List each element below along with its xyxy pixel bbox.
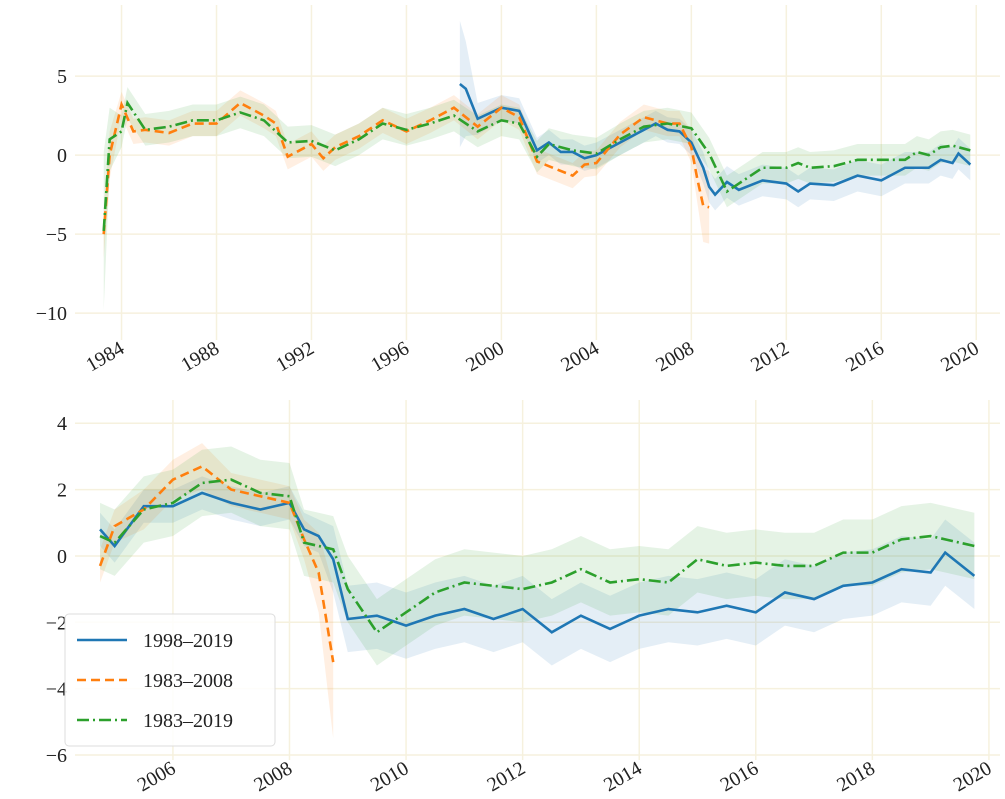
x-tick-label: 2010	[367, 757, 413, 796]
x-tick-label: 2020	[937, 337, 983, 376]
series-line	[459, 82, 972, 197]
x-tick-label: 2016	[842, 337, 888, 376]
confidence-band	[103, 87, 971, 310]
confidence-band	[100, 476, 975, 666]
x-tick-label: 2006	[134, 757, 180, 796]
legend-box	[64, 613, 276, 747]
x-tick-label: 2008	[652, 337, 698, 376]
x-tick-label: 2016	[717, 757, 763, 796]
x-tick-label: 2008	[250, 757, 296, 796]
series-line	[99, 478, 975, 635]
x-tick-label: 2000	[462, 337, 508, 376]
y-tick-label: 2	[57, 480, 67, 502]
x-tick-label: 2014	[600, 757, 646, 796]
legend-label: 1998–2019	[143, 630, 233, 652]
plot-area: −10 −5 0 5 1984 1988 1992 1996 2000 2004 2008 2012 2…	[36, 5, 1000, 376]
y-tick-label: 5	[57, 66, 67, 88]
legend: 1998–2019 1983–2008 1983–2019	[64, 613, 276, 747]
legend-label: 1983–2019	[143, 710, 233, 732]
y-tick-label: −6	[46, 745, 67, 767]
series-line	[98, 464, 335, 663]
x-tick-label: 1988	[177, 337, 223, 376]
confidence-band	[103, 90, 710, 258]
y-tick-label: −2	[46, 612, 67, 634]
y-tick-label: −4	[46, 679, 67, 701]
confidence-band	[100, 446, 975, 666]
x-tick-label: 1992	[272, 337, 318, 376]
legend-label: 1983–2008	[143, 670, 233, 692]
x-tick-label: 2012	[483, 757, 529, 796]
x-tick-label: 1984	[82, 337, 128, 376]
y-tick-label: 0	[57, 145, 67, 167]
y-tick-label: 0	[57, 546, 67, 568]
series-line	[99, 491, 976, 634]
x-tick-label: 2012	[747, 337, 793, 376]
y-tick-label: 4	[57, 413, 67, 435]
x-tick-label: 2020	[950, 757, 996, 796]
x-tick-label: 2004	[557, 337, 603, 376]
series-line	[102, 99, 971, 232]
x-tick-label: 2018	[833, 757, 879, 796]
y-tick-label: −5	[46, 224, 67, 246]
y-tick-label: −10	[36, 303, 67, 325]
plot-area: −6 −4 −2 0 2 4 2006 2008 2010 2012 2014 2016 2018 202…	[46, 400, 1000, 796]
x-tick-label: 1996	[367, 337, 413, 376]
